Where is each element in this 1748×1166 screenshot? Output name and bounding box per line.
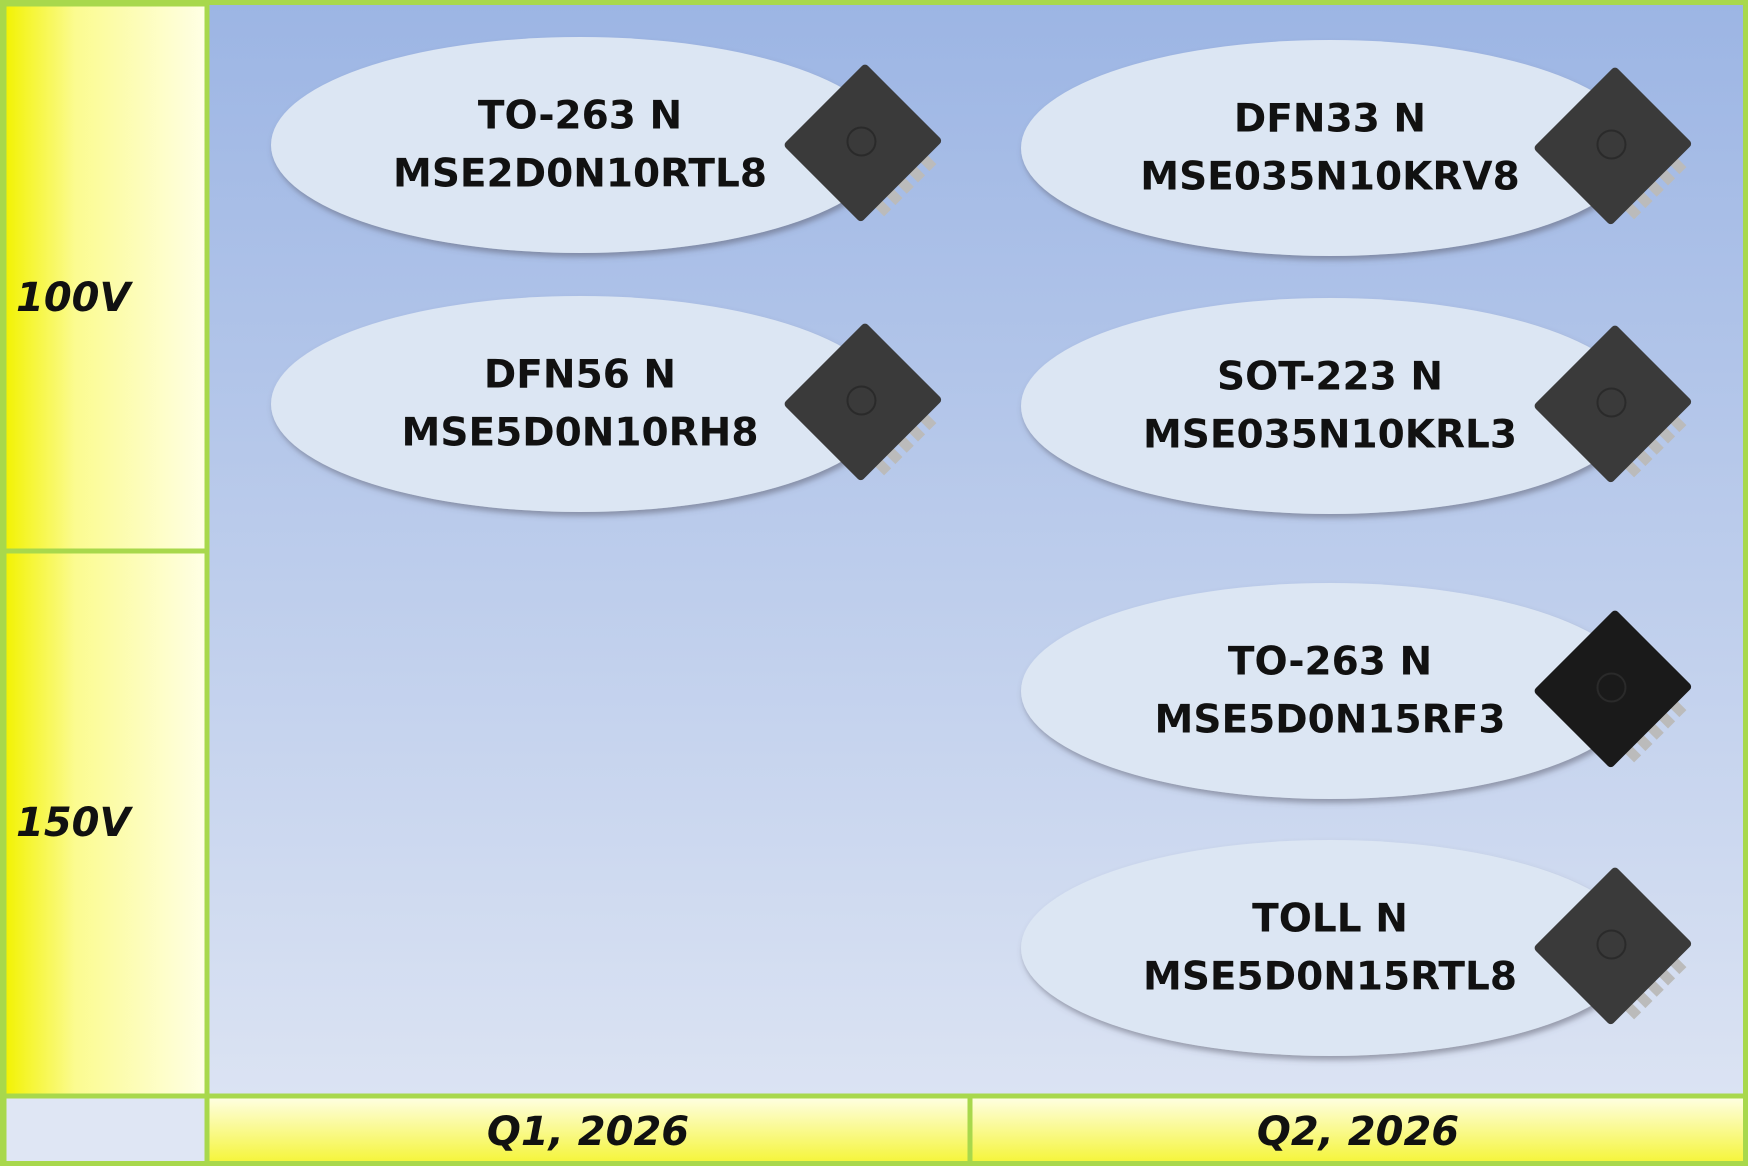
- product-bubble: [271, 296, 889, 512]
- product-item: DFN33 N MSE035N10KRV8: [1021, 40, 1692, 256]
- product-item: TO-263 N MSE5D0N15RF3: [1021, 583, 1692, 799]
- package-body: [1534, 67, 1692, 225]
- row-header-cell: [1, 548, 210, 1099]
- package-icon: [1534, 325, 1692, 483]
- part-number: MSE2D0N10RTL8: [393, 152, 767, 197]
- package-dot: [1596, 929, 1627, 960]
- column-label: Q2, 2026: [1257, 1109, 1459, 1155]
- package-name: SOT-223 N: [1217, 355, 1443, 400]
- row-label: 150V: [16, 800, 133, 846]
- part-number: MSE5D0N15RTL8: [1143, 955, 1517, 1000]
- package-icon: [784, 64, 942, 222]
- column-header-cell: [967, 1093, 1748, 1166]
- product-bubble: [1021, 840, 1639, 1056]
- package-body: [1534, 867, 1692, 1025]
- package-dot: [1596, 672, 1627, 703]
- part-number: MSE5D0N10RH8: [402, 411, 759, 456]
- package-icon: [1534, 867, 1692, 1025]
- column-header-cell: [204, 1093, 973, 1166]
- package-name: DFN33 N: [1234, 97, 1426, 142]
- product-item: DFN56 N MSE5D0N10RH8: [271, 296, 942, 512]
- package-name: DFN56 N: [484, 353, 676, 398]
- package-body: [1534, 325, 1692, 483]
- package-dot: [846, 385, 877, 416]
- package-name: TO-263 N: [1228, 640, 1432, 685]
- product-item: TO-263 N MSE2D0N10RTL8: [271, 37, 942, 253]
- package-body: [784, 64, 942, 222]
- part-number: MSE5D0N15RF3: [1155, 698, 1506, 743]
- part-number: MSE035N10KRV8: [1140, 155, 1519, 200]
- package-name: TO-263 N: [478, 94, 682, 139]
- column-label: Q1, 2026: [487, 1109, 689, 1155]
- product-bubble: [1021, 40, 1639, 256]
- product-bubble: [271, 37, 889, 253]
- product-bubble: [1021, 298, 1639, 514]
- package-dot: [846, 126, 877, 157]
- product-item: TOLL N MSE5D0N15RTL8: [1021, 840, 1692, 1056]
- package-dot: [1596, 129, 1627, 160]
- package-icon: [1534, 610, 1692, 768]
- row-header-cell: [1, 1, 210, 554]
- package-body: [784, 323, 942, 481]
- package-icon: [1534, 67, 1692, 225]
- package-icon: [784, 323, 942, 481]
- product-bubble: [1021, 583, 1639, 799]
- part-number: MSE035N10KRL3: [1143, 413, 1517, 458]
- package-body: [1534, 610, 1692, 768]
- row-label: 100V: [16, 275, 133, 321]
- product-item: SOT-223 N MSE035N10KRL3: [1021, 298, 1692, 514]
- package-name: TOLL N: [1252, 897, 1408, 942]
- package-dot: [1596, 387, 1627, 418]
- corner-cell: [1, 1093, 210, 1166]
